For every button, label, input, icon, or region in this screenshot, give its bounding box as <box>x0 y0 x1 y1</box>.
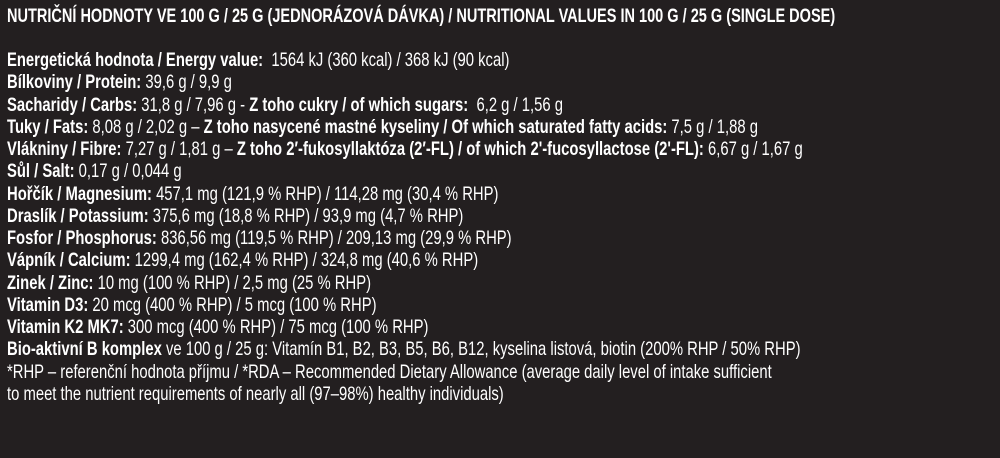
nutrient-label: Vápník / Calcium: <box>7 249 131 272</box>
nutrient-row: Vápník / Calcium: 1299,4 mg (162,4 % RHP… <box>7 249 478 271</box>
sub-nutrient-label: Z toho 2′-fukosyllaktóza (2′-FL) / of wh… <box>236 138 704 160</box>
nutrient-label: Draslík / Potassium: <box>7 204 149 227</box>
nutrient-label: Sůl / Salt: <box>7 160 75 183</box>
sub-nutrient-value: 7,5 g / 1,88 g <box>667 115 758 138</box>
nutrient-row: Energetická hodnota / Energy value: 1564… <box>7 49 509 71</box>
nutrient-label: Hořčík / Magnesium: <box>7 182 152 205</box>
nutrient-value: ve 100 g / 25 g: Vitamín B1, B2, B3, B5,… <box>161 338 801 361</box>
nutrient-value: 20 mcg (400 % RHP) / 5 mcg (100 % RHP) <box>88 293 377 316</box>
nutrient-label: Vlákniny / Fibre: <box>7 138 122 160</box>
nutrient-row: Bio-aktivní B komplex ve 100 g / 25 g: V… <box>7 338 801 360</box>
nutrition-title: NUTRIČNÍ HODNOTY VE 100 G / 25 G (JEDNOR… <box>7 5 836 27</box>
footnote-line: to meet the nutrient requirements of nea… <box>7 382 504 405</box>
nutrient-row: Fosfor / Phosphorus: 836,56 mg (119,5 % … <box>7 227 512 249</box>
nutrient-label: Zinek / Zinc: <box>7 271 94 294</box>
nutrient-row: Zinek / Zinc: 10 mg (100 % RHP) / 2,5 mg… <box>7 272 371 294</box>
sub-nutrient-value: 6,67 g / 1,67 g <box>703 138 803 160</box>
nutrient-value: 375,6 mg (18,8 % RHP) / 93,9 mg (4,7 % R… <box>148 204 464 227</box>
sub-nutrient-label: Z toho cukry / of which sugars: <box>249 93 469 116</box>
nutrient-row: Vitamin K2 MK7: 300 mcg (400 % RHP) / 75… <box>7 316 428 338</box>
nutrient-value: 0,17 g / 0,044 g <box>74 160 182 183</box>
nutrient-label: Vitamin K2 MK7: <box>7 316 124 338</box>
sub-nutrient-value: 6,2 g / 1,56 g <box>468 93 563 116</box>
sub-nutrient-label: Z toho nasycené mastné kyseliny / Of whi… <box>203 115 668 138</box>
nutrient-row: Vitamin D3: 20 mcg (400 % RHP) / 5 mcg (… <box>7 294 377 316</box>
nutrient-label: Bio-aktivní B komplex <box>7 338 162 361</box>
nutrient-label: Sacharidy / Carbs: <box>7 93 138 116</box>
nutrient-label: Bílkoviny / Protein: <box>7 71 142 94</box>
nutrient-value: 836,56 mg (119,5 % RHP) / 209,13 mg (29,… <box>156 227 512 249</box>
nutrient-value: 7,27 g / 1,81 g – <box>121 138 237 160</box>
nutrient-value: 1564 kJ (360 kcal) / 368 kJ (90 kcal) <box>263 49 510 71</box>
nutrient-row: Sacharidy / Carbs: 31,8 g / 7,96 g - Z t… <box>7 94 563 116</box>
nutrient-value: 39,6 g / 9,9 g <box>141 71 232 94</box>
nutrient-row: Vlákniny / Fibre: 7,27 g / 1,81 g – Z to… <box>7 138 803 160</box>
nutrient-row: Draslík / Potassium: 375,6 mg (18,8 % RH… <box>7 205 463 227</box>
nutrient-value: 8,08 g / 2,02 g – <box>88 115 204 138</box>
nutrient-value: 457,1 mg (121,9 % RHP) / 114,28 mg (30,4… <box>151 182 499 205</box>
nutrient-row: Hořčík / Magnesium: 457,1 mg (121,9 % RH… <box>7 183 498 205</box>
nutrient-row: Bílkoviny / Protein: 39,6 g / 9,9 g <box>7 71 232 93</box>
footnote-line: *RHP – referenční hodnota příjmu / *RDA … <box>7 360 772 383</box>
nutrient-value: 1299,4 mg (162,4 % RHP) / 324,8 mg (40,6… <box>130 249 479 272</box>
nutrient-label: Tuky / Fats: <box>7 115 89 138</box>
nutrient-label: Energetická hodnota / Energy value: <box>7 49 264 71</box>
nutrient-value: 10 mg (100 % RHP) / 2,5 mg (25 % RHP) <box>93 271 372 294</box>
nutrient-row: Tuky / Fats: 8,08 g / 2,02 g – Z toho na… <box>7 116 758 138</box>
nutrient-label: Fosfor / Phosphorus: <box>7 227 157 249</box>
nutrient-row: Sůl / Salt: 0,17 g / 0,044 g <box>7 160 182 182</box>
nutrient-label: Vitamin D3: <box>7 293 89 316</box>
nutrient-value: 31,8 g / 7,96 g - <box>137 93 250 116</box>
nutrient-value: 300 mcg (400 % RHP) / 75 mcg (100 % RHP) <box>123 316 429 338</box>
